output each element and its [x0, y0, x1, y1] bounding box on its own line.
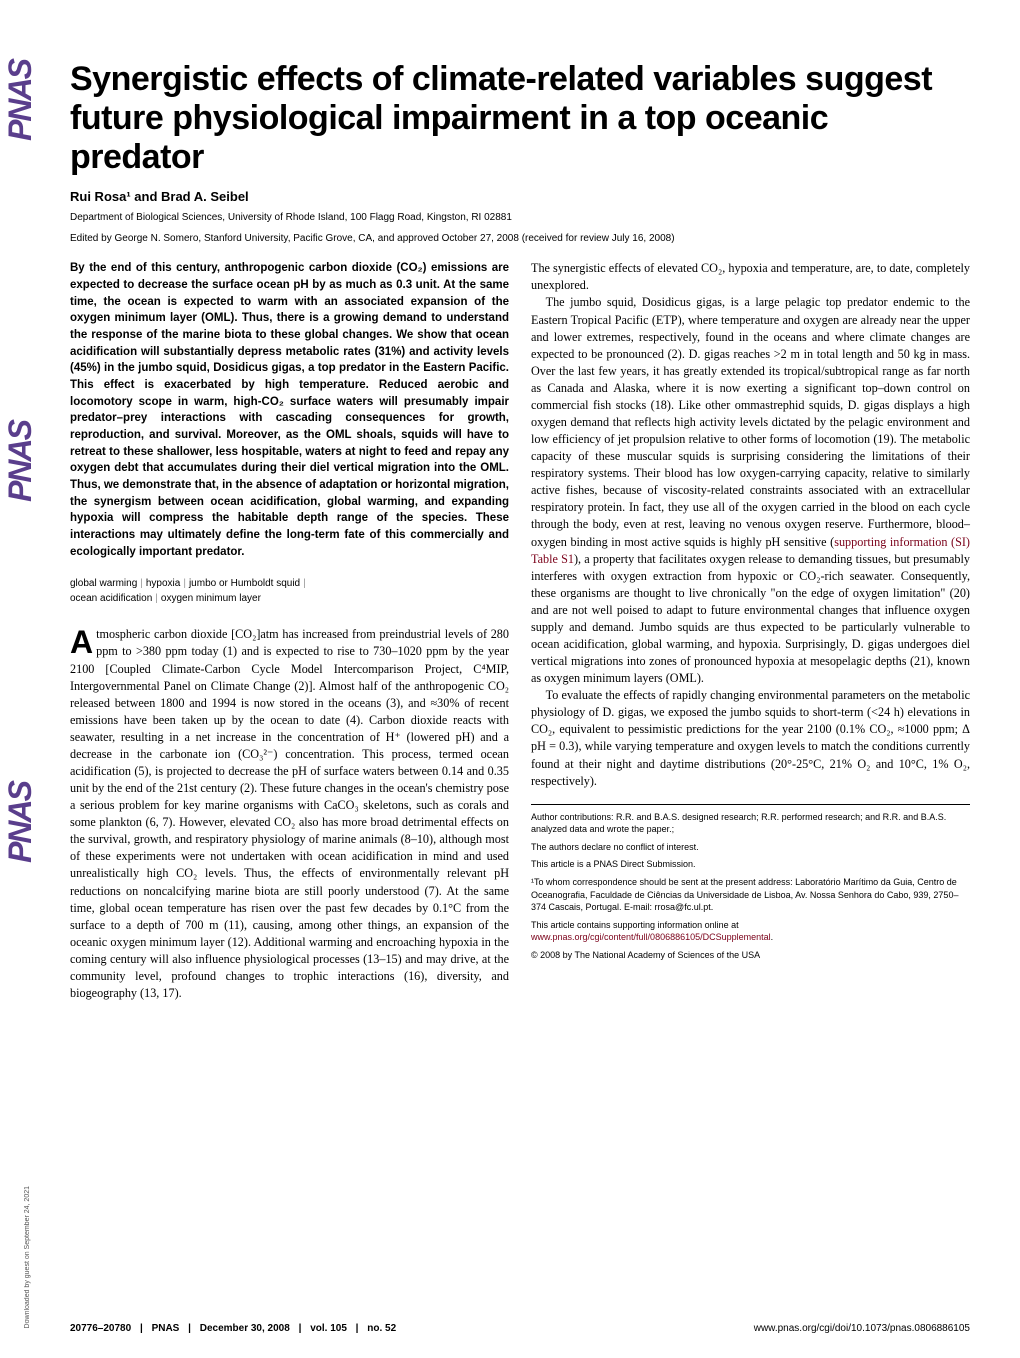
abstract: By the end of this century, anthropogeni… [70, 260, 509, 560]
body-paragraph: To evaluate the effects of rapidly chang… [531, 687, 970, 789]
download-note: Downloaded by guest on September 24, 202… [24, 1186, 31, 1328]
keyword: oxygen minimum layer [161, 593, 261, 604]
keyword-separator: | [303, 578, 306, 589]
keyword: hypoxia [146, 578, 180, 589]
footer-url: www.pnas.org/cgi/doi/10.1073/pnas.080688… [754, 1323, 970, 1334]
keywords: global warming|hypoxia|jumbo or Humboldt… [70, 576, 509, 606]
left-column: By the end of this century, anthropogeni… [70, 260, 509, 1002]
keyword: jumbo or Humboldt squid [189, 578, 300, 589]
dropcap: A [70, 626, 96, 656]
keyword-separator: | [155, 593, 158, 604]
page-range: 20776–20780 [70, 1323, 131, 1334]
keyword-separator: | [140, 578, 143, 589]
volume: vol. 105 [310, 1323, 347, 1334]
supporting-info-note: This article contains supporting informa… [531, 919, 970, 944]
author-contributions: Author contributions: R.R. and B.A.S. de… [531, 811, 970, 836]
correspondence: ¹To whom correspondence should be sent a… [531, 876, 970, 914]
affiliation: Department of Biological Sciences, Unive… [70, 212, 970, 223]
two-column-body: By the end of this century, anthropogeni… [70, 260, 970, 1002]
footer-left: 20776–20780 | PNAS | December 30, 2008 |… [70, 1323, 396, 1334]
pnas-logo: PNAS [2, 421, 39, 502]
keyword: ocean acidification [70, 593, 152, 604]
body-paragraph: tmospheric carbon dioxide [CO₂]atm has i… [70, 627, 509, 1000]
pnas-logo: PNAS [2, 782, 39, 863]
edited-by: Edited by George N. Somero, Stanford Uni… [70, 233, 970, 244]
page-content: Synergistic effects of climate-related v… [70, 60, 970, 1318]
issue-no: no. 52 [367, 1323, 396, 1334]
supplemental-link[interactable]: www.pnas.org/cgi/content/full/0806886105… [531, 932, 771, 942]
article-title: Synergistic effects of climate-related v… [70, 60, 970, 177]
issue-date: December 30, 2008 [200, 1323, 290, 1334]
pnas-sidebar: PNAS PNAS PNAS [0, 0, 40, 1358]
copyright: © 2008 by The National Academy of Scienc… [531, 949, 970, 962]
keyword: global warming [70, 578, 137, 589]
pnas-logo: PNAS [2, 60, 39, 141]
body-paragraph: The jumbo squid, Dosidicus gigas, is a l… [531, 295, 970, 548]
body-text-left: Atmospheric carbon dioxide [CO₂]atm has … [70, 626, 509, 1002]
footnotes: Author contributions: R.R. and B.A.S. de… [531, 804, 970, 962]
right-column: The synergistic effects of elevated CO₂,… [531, 260, 970, 1002]
keyword-separator: | [183, 578, 186, 589]
journal-name: PNAS [152, 1323, 180, 1334]
authors: Rui Rosa¹ and Brad A. Seibel [70, 189, 970, 204]
page-footer: 20776–20780 | PNAS | December 30, 2008 |… [70, 1323, 970, 1334]
body-text-right: The synergistic effects of elevated CO₂,… [531, 260, 970, 789]
body-paragraph: ), a property that facilitates oxygen re… [531, 552, 970, 686]
conflict-of-interest: The authors declare no conflict of inter… [531, 841, 970, 854]
direct-submission: This article is a PNAS Direct Submission… [531, 858, 970, 871]
body-paragraph: The synergistic effects of elevated CO₂,… [531, 260, 970, 294]
